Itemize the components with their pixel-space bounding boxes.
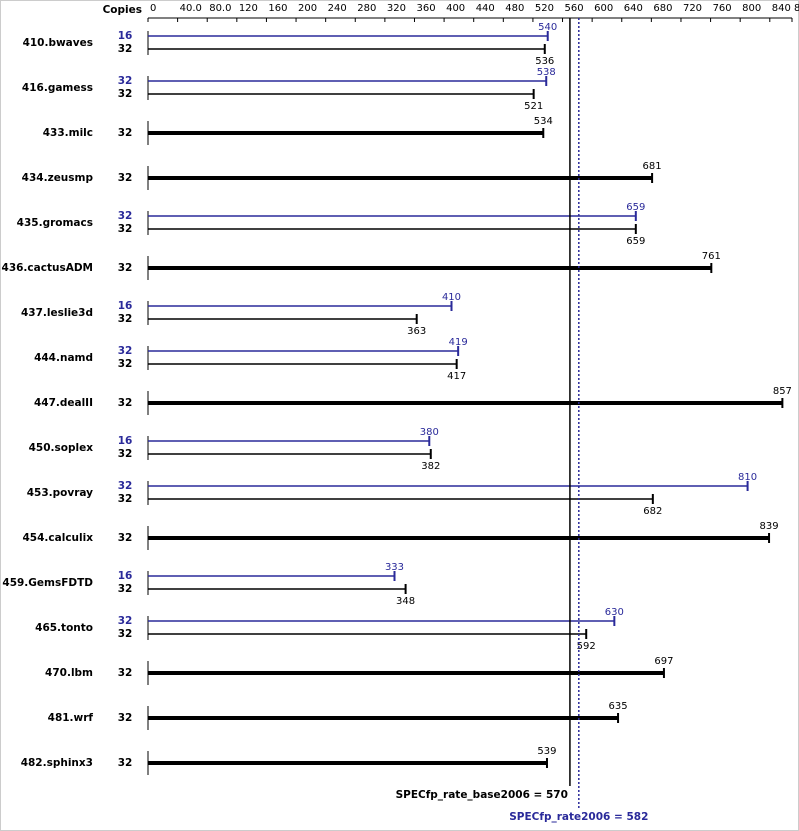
copies-label: 32 <box>118 480 133 492</box>
copies-label: 32 <box>118 358 133 370</box>
copies-label: 32 <box>118 448 133 460</box>
base-reference-label: SPECfp_rate_base2006 = 570 <box>396 789 568 801</box>
value-label: 682 <box>643 506 662 517</box>
value-label: 539 <box>537 746 556 757</box>
value-label: 659 <box>626 202 645 213</box>
copies-label: 32 <box>118 127 133 139</box>
value-label: 635 <box>608 701 627 712</box>
copies-label: 32 <box>118 397 133 409</box>
copies-label: 32 <box>118 583 133 595</box>
copies-label: 32 <box>118 262 133 274</box>
copies-label: 32 <box>118 667 133 679</box>
value-label: 538 <box>537 67 556 78</box>
copies-label: 32 <box>118 223 133 235</box>
x-tick-label: 870 <box>794 3 799 14</box>
peak-reference-label: SPECfp_rate2006 = 582 <box>509 811 648 823</box>
value-label: 380 <box>420 427 439 438</box>
x-tick-label: 440 <box>476 3 495 14</box>
copies-label: 32 <box>118 532 133 544</box>
value-label: 521 <box>524 101 543 112</box>
copies-label: 16 <box>118 570 133 582</box>
benchmark-label: 453.povray <box>27 487 93 499</box>
x-tick-label: 240 <box>328 3 347 14</box>
copies-label: 32 <box>118 210 133 222</box>
copies-label: 32 <box>118 313 133 325</box>
x-tick-label: 320 <box>387 3 406 14</box>
copies-label: 32 <box>118 628 133 640</box>
value-label: 592 <box>577 641 596 652</box>
x-tick-label: 280 <box>357 3 376 14</box>
benchmark-label: 436.cactusADM <box>2 262 93 274</box>
benchmark-label: 434.zeusmp <box>22 172 94 184</box>
x-tick-label: 480 <box>505 3 524 14</box>
x-tick-label: 800 <box>742 3 761 14</box>
value-label: 857 <box>773 386 792 397</box>
value-label: 410 <box>442 292 461 303</box>
benchmark-label: 416.gamess <box>22 82 93 94</box>
copies-label: 32 <box>118 75 133 87</box>
x-tick-label: 360 <box>416 3 435 14</box>
copies-label: 32 <box>118 757 133 769</box>
benchmark-label: 447.dealII <box>34 397 93 409</box>
copies-label: 32 <box>118 493 133 505</box>
x-tick-label: 0 <box>150 3 156 14</box>
value-label: 417 <box>447 371 466 382</box>
value-label: 333 <box>385 562 404 573</box>
value-label: 363 <box>407 326 426 337</box>
value-label: 810 <box>738 472 757 483</box>
value-label: 540 <box>538 22 557 33</box>
benchmark-label: 482.sphinx3 <box>21 757 93 769</box>
x-tick-label: 200 <box>298 3 317 14</box>
x-tick-label: 520 <box>535 3 554 14</box>
value-label: 536 <box>535 56 554 67</box>
benchmark-label: 465.tonto <box>35 622 93 634</box>
benchmark-label: 454.calculix <box>23 532 94 544</box>
benchmark-label: 433.milc <box>43 127 93 139</box>
benchmark-label: 470.lbm <box>45 667 93 679</box>
value-label: 419 <box>449 337 468 348</box>
value-label: 697 <box>654 656 673 667</box>
x-tick-label: 760 <box>713 3 732 14</box>
copies-label: 32 <box>118 712 133 724</box>
x-tick-label: 720 <box>683 3 702 14</box>
copies-label: 16 <box>118 30 133 42</box>
value-label: 681 <box>643 161 662 172</box>
x-tick-label: 840 <box>772 3 791 14</box>
copies-label: 32 <box>118 88 133 100</box>
copies-label: 16 <box>118 300 133 312</box>
x-tick-label: 680 <box>653 3 672 14</box>
x-tick-label: 120 <box>239 3 258 14</box>
x-tick-label: 600 <box>594 3 613 14</box>
benchmark-label: 410.bwaves <box>23 37 93 49</box>
benchmark-label: 450.soplex <box>29 442 94 454</box>
benchmark-label: 437.leslie3d <box>21 307 93 319</box>
benchmark-label: 444.namd <box>34 352 93 364</box>
value-label: 630 <box>605 607 624 618</box>
x-tick-label: 40.0 <box>180 3 202 14</box>
x-tick-label: 560 <box>565 3 584 14</box>
x-tick-label: 160 <box>268 3 287 14</box>
value-label: 348 <box>396 596 415 607</box>
benchmark-label: 481.wrf <box>48 712 94 724</box>
copies-label: 32 <box>118 615 133 627</box>
x-tick-label: 640 <box>624 3 643 14</box>
copies-label: 32 <box>118 345 133 357</box>
benchmark-label: 459.GemsFDTD <box>2 577 93 589</box>
value-label: 761 <box>702 251 721 262</box>
value-label: 839 <box>760 521 779 532</box>
copies-label: 32 <box>118 172 133 184</box>
value-label: 534 <box>534 116 553 127</box>
x-tick-label: 400 <box>446 3 465 14</box>
benchmark-label: 435.gromacs <box>17 217 93 229</box>
value-label: 659 <box>626 236 645 247</box>
copies-label: 16 <box>118 435 133 447</box>
value-label: 382 <box>421 461 440 472</box>
x-tick-label: 80.0 <box>209 3 231 14</box>
axis-label: Copies <box>103 4 142 16</box>
copies-label: 32 <box>118 43 133 55</box>
